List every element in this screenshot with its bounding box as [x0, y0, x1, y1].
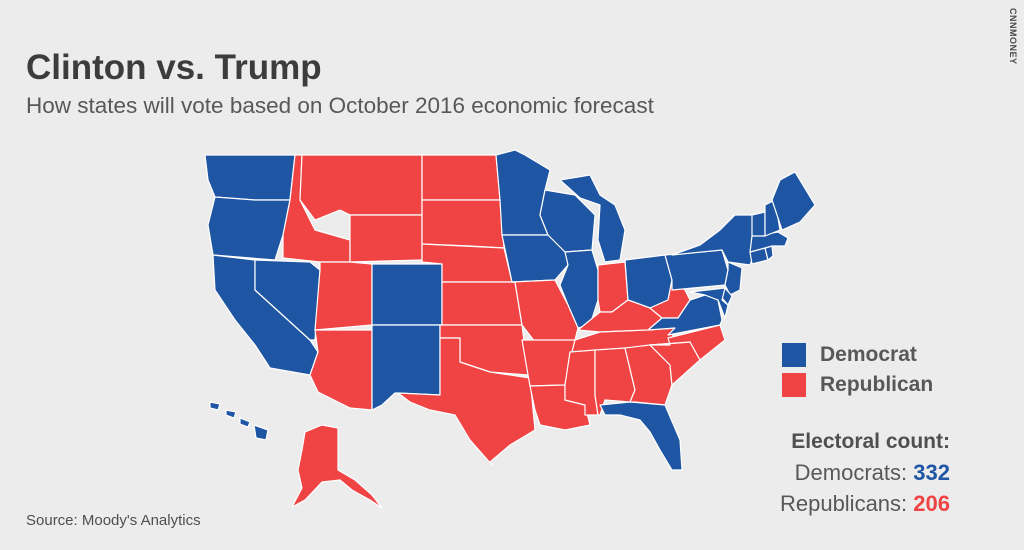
state-vt — [751, 211, 766, 237]
state-mn — [495, 149, 551, 236]
democrats-label: Democrats: — [794, 460, 908, 485]
republicans-count: 206 — [913, 491, 950, 516]
state-co — [371, 263, 443, 326]
state-nv — [254, 259, 321, 341]
state-md — [689, 287, 729, 319]
state-hi — [209, 401, 269, 441]
democrats-count-row: Democrats: 332 — [780, 457, 950, 488]
state-wa — [204, 154, 296, 201]
source-note: Source: Moody's Analytics — [26, 512, 201, 529]
republicans-label: Republicans: — [779, 491, 908, 516]
state-nd — [421, 154, 501, 201]
electoral-count: Electoral count: Democrats: 332 Republic… — [780, 427, 950, 519]
legend-label-republican: Republican — [820, 373, 934, 396]
state-ma — [749, 231, 789, 253]
legend-label-democrat: Democrat — [820, 343, 917, 366]
state-ak — [291, 424, 383, 509]
state-tx — [397, 337, 536, 466]
democrat-swatch — [782, 343, 806, 367]
state-mt — [299, 154, 423, 221]
map-legend: Democrat Republican — [782, 340, 933, 400]
electoral-count-title: Electoral count: — [791, 430, 950, 453]
republicans-count-row: Republicans: 206 — [780, 488, 950, 519]
state-oh — [624, 254, 673, 309]
state-ut — [314, 261, 373, 331]
state-nc — [649, 324, 726, 361]
state-pa — [664, 249, 729, 291]
state-mi — [559, 174, 626, 263]
state-wy — [349, 214, 423, 263]
state-ks — [441, 281, 523, 326]
state-me — [771, 171, 816, 231]
legend-item-republican: Republican — [782, 370, 933, 400]
state-sd — [421, 199, 505, 249]
legend-item-democrat: Democrat — [782, 340, 933, 370]
state-or — [207, 196, 291, 261]
state-az — [309, 329, 373, 411]
page-subtitle: How states will vote based on October 20… — [26, 93, 654, 118]
page-title: Clinton vs. Trump — [26, 48, 322, 87]
republican-swatch — [782, 373, 806, 397]
state-fl — [599, 401, 683, 471]
democrats-count: 332 — [913, 460, 950, 485]
brand-logo: CNNMONEY — [1008, 8, 1018, 65]
